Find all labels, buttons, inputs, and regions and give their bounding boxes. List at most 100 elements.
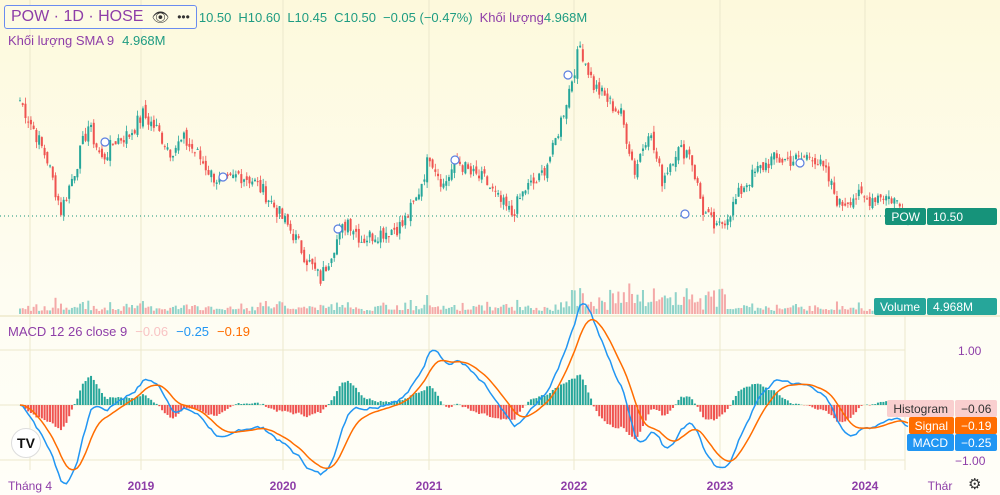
volume-bar (196, 306, 199, 314)
candle (887, 196, 890, 200)
volume-bar (111, 309, 114, 314)
macd-histogram-bar (79, 390, 82, 405)
volume-bar (710, 296, 713, 314)
more-icon[interactable]: ••• (177, 10, 190, 24)
candle (158, 125, 161, 131)
volume-bar (849, 307, 852, 314)
candle (311, 258, 314, 265)
candle (467, 164, 470, 169)
macd-histogram-bar (417, 392, 420, 405)
volume-bar (516, 299, 519, 314)
candle (614, 108, 617, 112)
macd-histogram-bar (229, 405, 232, 408)
volume-bar (628, 283, 631, 314)
volume-bar (743, 305, 746, 314)
volume-bar (805, 310, 808, 314)
candle (600, 87, 603, 92)
macd-histogram-bar (125, 397, 128, 405)
candle (406, 216, 409, 218)
volume-bar (510, 306, 513, 314)
macd-histogram-bar (322, 405, 325, 410)
volume-bar (303, 306, 306, 314)
volume-bar (543, 306, 546, 314)
close-value: C10.50 (334, 9, 376, 25)
macd-histogram-bar (715, 405, 718, 419)
time-label: 2021 (415, 479, 443, 493)
candle (292, 233, 295, 241)
macd-histogram-bar (773, 390, 776, 405)
macd-histogram-bar (434, 391, 437, 405)
candle (417, 194, 420, 200)
macd-histogram-bar (576, 375, 579, 405)
volume-bar (221, 309, 224, 314)
macd-histogram-bar (748, 386, 751, 405)
macd-histogram-bar (191, 405, 194, 409)
volume-bar (21, 308, 24, 314)
volume-bar (172, 306, 175, 314)
macd-histogram-bar (303, 405, 306, 417)
volume-bar (797, 307, 800, 314)
eye-icon[interactable]: 👁 (151, 8, 170, 25)
tradingview-logo[interactable]: TV (11, 428, 41, 458)
macd-histogram-bar (885, 401, 888, 405)
volume-bar (144, 307, 147, 314)
volume-bar (568, 306, 571, 314)
macd-histogram-bar (639, 405, 642, 432)
candle (344, 221, 347, 231)
candle (584, 63, 587, 65)
volume-bar (579, 288, 582, 314)
volume-bar (661, 297, 664, 314)
volume-bar (773, 310, 776, 314)
volume-bar (212, 309, 215, 314)
candle (464, 162, 467, 174)
candle (549, 157, 552, 162)
macd-histogram-bar (551, 389, 554, 405)
macd-histogram-bar (543, 395, 546, 405)
macd-histogram-bar (767, 390, 770, 405)
macd-histogram-bar (371, 400, 374, 405)
macd-histogram-bar (81, 383, 84, 405)
candle (275, 207, 278, 217)
macd-histogram-bar (447, 405, 450, 408)
symbol-box[interactable]: POW · 1D · HOSE 👁 ••• (4, 5, 197, 29)
candle (680, 145, 683, 147)
volume-bar (300, 307, 303, 314)
event-marker (795, 158, 805, 168)
volume-bar (562, 307, 565, 314)
volume-bar (431, 307, 434, 314)
candle (90, 124, 93, 128)
candle (262, 183, 265, 193)
candle (155, 124, 158, 126)
volume-bar (753, 310, 756, 314)
time-label: Tháng 4 (7, 479, 53, 493)
candle (764, 162, 767, 171)
volume-bar (193, 305, 196, 314)
volume-bar (363, 310, 366, 314)
macd-histogram-bar (846, 405, 849, 420)
macd-histogram-bar (196, 405, 199, 409)
candle (587, 63, 590, 75)
macd-histogram-bar (707, 405, 710, 420)
volume-bar (682, 296, 685, 314)
candle (789, 156, 792, 167)
candle (284, 216, 287, 223)
macd-legend: MACD 12 26 close 9 −0.06 −0.25 −0.19 (8, 324, 250, 339)
macd-histogram-bar (193, 405, 196, 410)
volume-bar (344, 307, 347, 314)
candle (215, 182, 218, 184)
volume-bar (278, 301, 281, 314)
settings-icon[interactable]: ⚙ (968, 476, 982, 493)
candle (499, 195, 502, 202)
volume-bar (491, 310, 494, 314)
volume-bar (461, 302, 464, 314)
volume-bar (32, 306, 35, 314)
macd-histogram-bar (573, 378, 576, 405)
volume-bar (688, 299, 691, 314)
macd-histogram-bar (409, 395, 412, 405)
candle (120, 138, 123, 141)
macd-histogram-bar (860, 405, 863, 406)
macd-histogram-bar (811, 405, 814, 408)
macd-histogram-bar (251, 403, 254, 405)
macd-histogram-bar (141, 394, 144, 405)
